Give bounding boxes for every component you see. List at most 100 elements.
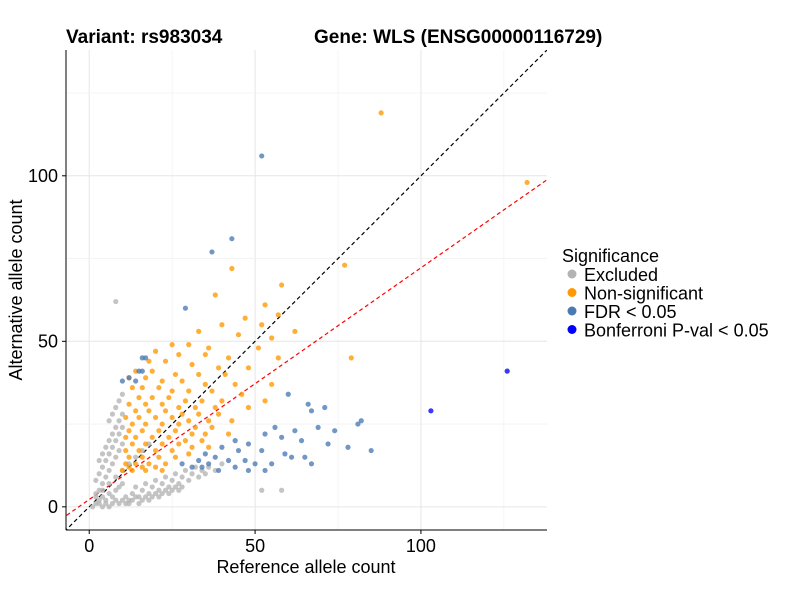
data-point: [272, 424, 278, 430]
data-point: [368, 447, 374, 454]
data-point: [106, 481, 112, 487]
series-bonferroni-p-val-0-05: [428, 368, 510, 414]
data-point: [152, 464, 159, 470]
y-tick-label: 50: [38, 331, 58, 351]
data-point: [176, 404, 182, 411]
data-point: [116, 418, 122, 424]
gene-title: Gene: WLS (ENSG00000116729): [314, 27, 602, 48]
legend-label: FDR < 0.05: [584, 302, 677, 322]
data-point: [103, 500, 109, 507]
data-point: [176, 351, 182, 358]
data-point: [119, 497, 125, 503]
data-point: [93, 490, 99, 497]
data-point: [504, 368, 510, 374]
data-point: [199, 438, 205, 444]
data-point: [126, 401, 132, 407]
data-point: [279, 282, 285, 288]
data-point: [119, 441, 125, 447]
legend-marker: [567, 269, 577, 279]
data-point: [305, 401, 311, 407]
data-point: [116, 484, 122, 490]
data-point: [308, 461, 315, 467]
data-point: [186, 418, 192, 424]
data-point: [285, 391, 291, 397]
data-point: [126, 454, 132, 460]
data-point: [119, 378, 125, 384]
data-point: [156, 494, 162, 500]
legend-item: Excluded: [567, 265, 658, 285]
data-point: [109, 444, 116, 450]
data-point: [189, 431, 195, 437]
data-point: [149, 434, 155, 440]
data-point: [275, 312, 281, 318]
data-point: [215, 365, 222, 371]
data-point: [116, 398, 122, 404]
data-point: [129, 467, 135, 474]
data-point: [96, 471, 102, 477]
data-point: [524, 179, 530, 186]
data-point: [229, 236, 235, 242]
data-point: [169, 414, 175, 421]
data-point: [123, 447, 129, 454]
data-point: [99, 504, 106, 510]
data-point: [106, 467, 112, 474]
data-point: [103, 474, 109, 480]
data-point: [259, 153, 265, 159]
data-point: [116, 431, 122, 437]
data-point: [196, 474, 202, 480]
data-point: [109, 431, 116, 437]
data-point: [113, 424, 119, 430]
legend-item: FDR < 0.05: [567, 302, 677, 322]
data-point: [262, 431, 268, 437]
data-point: [355, 421, 361, 427]
data-point: [222, 371, 228, 378]
data-point: [146, 461, 152, 467]
y-axis-title: Alternative allele count: [6, 199, 26, 380]
data-point: [212, 404, 218, 411]
data-point: [179, 484, 185, 490]
data-point: [159, 490, 165, 497]
data-point: [113, 474, 119, 480]
chart-titles: Variant: rs983034 Gene: WLS (ENSG0000011…: [66, 27, 602, 48]
data-point: [169, 388, 175, 394]
x-axis-title: Reference allele count: [216, 557, 395, 577]
data-point: [166, 394, 172, 401]
data-point: [169, 477, 175, 483]
data-point: [428, 408, 434, 414]
series-excluded: [89, 298, 285, 510]
data-point: [99, 464, 106, 470]
data-point: [186, 451, 192, 457]
data-point: [189, 471, 195, 477]
data-point: [245, 467, 252, 474]
data-point: [255, 345, 261, 351]
data-point: [189, 464, 195, 470]
data-point: [129, 490, 135, 497]
data-point: [232, 438, 238, 444]
data-point: [182, 438, 189, 444]
data-point: [99, 487, 106, 493]
data-point: [136, 500, 142, 507]
data-point: [106, 504, 112, 510]
data-point: [123, 494, 129, 500]
data-point: [176, 421, 182, 427]
data-point: [133, 494, 139, 500]
data-point: [182, 398, 189, 404]
data-point: [116, 447, 122, 454]
data-point: [182, 305, 189, 311]
data-point: [235, 332, 242, 338]
data-point: [176, 441, 182, 447]
data-point: [186, 342, 192, 348]
data-point: [139, 368, 145, 374]
legend-marker: [567, 325, 577, 334]
data-point: [129, 421, 135, 427]
data-point: [302, 454, 308, 460]
data-point: [169, 447, 175, 454]
data-point: [232, 464, 238, 470]
data-point: [219, 398, 225, 404]
data-point: [159, 441, 165, 447]
legend-title: Significance: [562, 246, 659, 266]
data-point: [119, 481, 125, 487]
data-point: [235, 447, 242, 454]
data-point: [113, 497, 119, 503]
